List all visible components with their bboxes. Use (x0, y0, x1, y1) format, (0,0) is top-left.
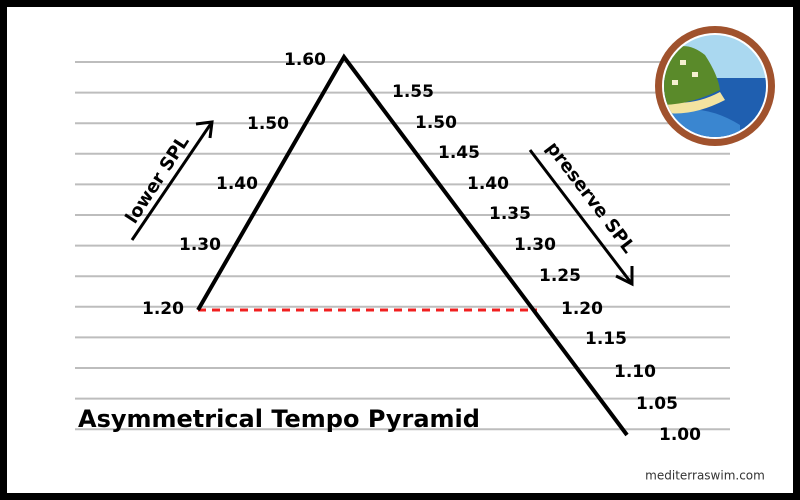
tempo-label: 1.35 (489, 204, 531, 224)
tempo-label: 1.45 (438, 143, 480, 163)
tempo-label: 1.30 (179, 235, 221, 255)
title: Asymmetrical Tempo Pyramid (78, 405, 480, 433)
lower-arrow (130, 120, 214, 241)
tempo-label: 1.20 (561, 299, 603, 319)
tempo-label: 1.20 (142, 299, 184, 319)
tempo-label: 1.00 (659, 425, 701, 445)
tempo-label: 1.40 (216, 174, 258, 194)
footer: mediterraswim.com (645, 469, 765, 483)
grid (75, 61, 730, 431)
tempo-labels: 1.20 1.30 1.40 1.50 1.60 1.55 1.50 1.45 1.40 1.35… (142, 50, 701, 445)
preserve-arrow (528, 149, 634, 287)
pyramid-line (196, 53, 629, 437)
tempo-label: 1.40 (467, 174, 509, 194)
tempo-label: 1.10 (614, 362, 656, 382)
tempo-label: 1.15 (585, 329, 627, 349)
tempo-label: 1.05 (636, 394, 678, 414)
tempo-label: 1.55 (392, 82, 434, 102)
tempo-label: 1.50 (415, 113, 457, 133)
tempo-label: 1.25 (539, 266, 581, 286)
tempo-label: 1.50 (247, 114, 289, 134)
logo (655, 26, 775, 146)
tempo-label: 1.30 (514, 235, 556, 255)
tempo-label: 1.60 (284, 50, 326, 70)
